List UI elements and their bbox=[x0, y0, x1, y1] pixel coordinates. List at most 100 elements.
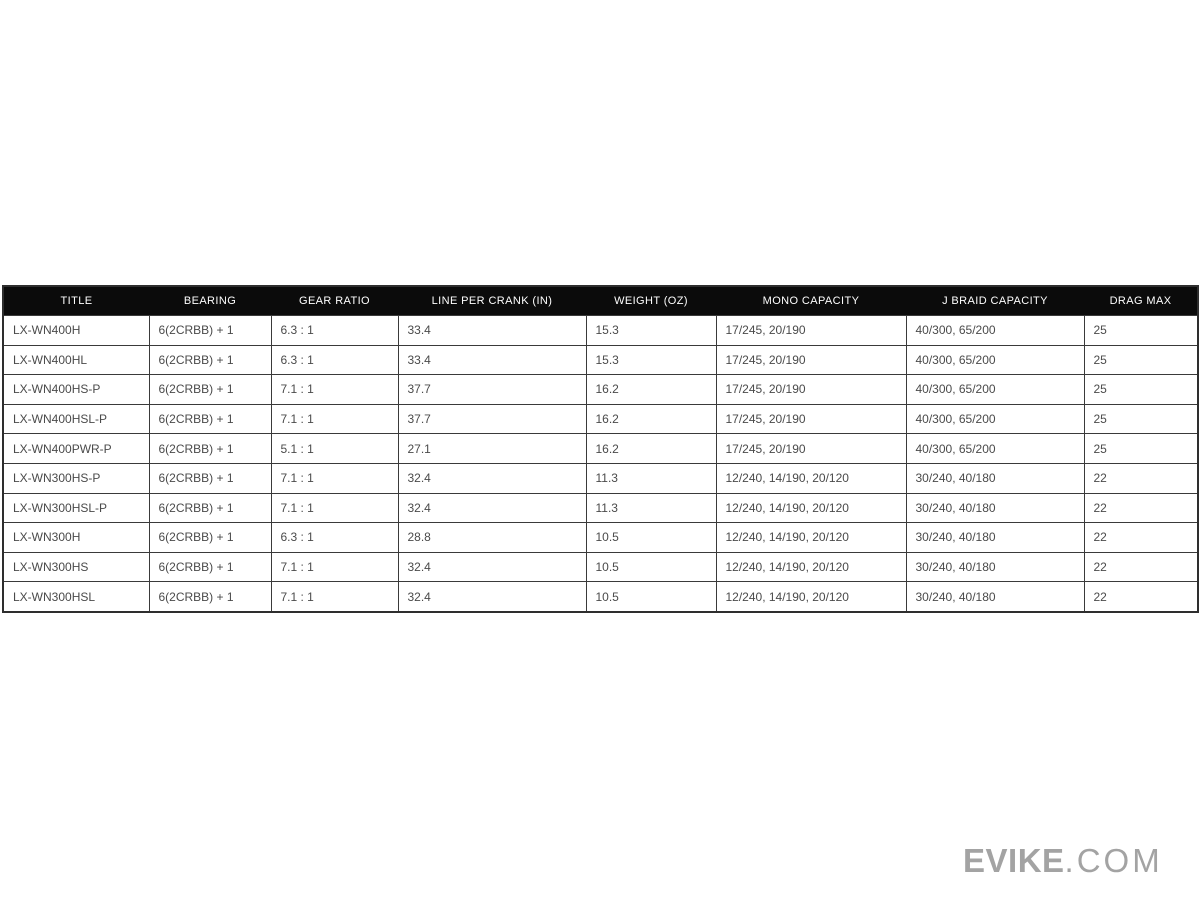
table-cell: LX-WN300HS-P bbox=[2, 462, 150, 494]
table-cell: 22 bbox=[1083, 522, 1199, 553]
table-cell: 28.8 bbox=[397, 522, 587, 553]
table-cell: 6(2CRBB) + 1 bbox=[148, 315, 272, 346]
table-cell: 12/240, 14/190, 20/120 bbox=[715, 551, 907, 583]
table-cell: 17/245, 20/190 bbox=[715, 403, 907, 435]
table-cell: 17/245, 20/190 bbox=[715, 315, 907, 346]
table-cell: 22 bbox=[1083, 581, 1199, 613]
table-header: TITLE BEARING GEAR RATIO LINE PER CRANK … bbox=[3, 286, 1198, 316]
table-cell: 32.4 bbox=[397, 581, 587, 613]
table-cell: 10.5 bbox=[585, 551, 717, 583]
table-cell: 15.3 bbox=[585, 315, 717, 346]
table-cell: 17/245, 20/190 bbox=[715, 374, 907, 405]
table-cell: 22 bbox=[1083, 462, 1199, 494]
table-cell: 7.1 : 1 bbox=[270, 462, 399, 494]
column-header-bearing: BEARING bbox=[149, 286, 271, 316]
table-row: LX-WN400HL 6(2CRBB) + 1 6.3 : 1 33.4 15.3 17/… bbox=[2, 344, 1199, 376]
table-cell: 5.1 : 1 bbox=[270, 433, 399, 464]
table-cell: 6.3 : 1 bbox=[270, 522, 399, 553]
table-cell: 32.4 bbox=[397, 462, 587, 494]
table-cell: 30/240, 40/180 bbox=[905, 462, 1085, 494]
table-cell: 27.1 bbox=[397, 433, 587, 464]
table-cell: 6(2CRBB) + 1 bbox=[148, 581, 272, 613]
table-cell: 32.4 bbox=[397, 492, 587, 524]
table-cell: 11.3 bbox=[585, 462, 717, 494]
table-cell: 33.4 bbox=[397, 315, 587, 346]
table-cell: 6(2CRBB) + 1 bbox=[148, 433, 272, 464]
column-header-gear-ratio: GEAR RATIO bbox=[271, 286, 398, 316]
table-cell: 12/240, 14/190, 20/120 bbox=[715, 522, 907, 553]
table-cell: 40/300, 65/200 bbox=[905, 374, 1085, 405]
table-cell: LX-WN300HSL bbox=[2, 581, 150, 613]
table-cell: 7.1 : 1 bbox=[270, 403, 399, 435]
column-header-drag-max: DRAG MAX bbox=[1084, 286, 1198, 316]
table-cell: 40/300, 65/200 bbox=[905, 403, 1085, 435]
table-cell: 7.1 : 1 bbox=[270, 551, 399, 583]
column-header-mono-capacity: MONO CAPACITY bbox=[716, 286, 906, 316]
table-cell: 7.1 : 1 bbox=[270, 581, 399, 613]
evike-logo-bold: EVIKE bbox=[963, 842, 1065, 879]
column-header-line-per-crank: LINE PER CRANK (IN) bbox=[398, 286, 586, 316]
table-row: LX-WN300H 6(2CRBB) + 1 6.3 : 1 28.8 10.5 12/2… bbox=[2, 522, 1199, 553]
table-cell: 6(2CRBB) + 1 bbox=[148, 462, 272, 494]
reel-spec-table: TITLE BEARING GEAR RATIO LINE PER CRANK … bbox=[2, 285, 1199, 613]
column-header-title: TITLE bbox=[3, 286, 149, 316]
table-cell: 40/300, 65/200 bbox=[905, 315, 1085, 346]
table-cell: 25 bbox=[1083, 433, 1199, 464]
column-header-weight: WEIGHT (OZ) bbox=[586, 286, 716, 316]
table-cell: 37.7 bbox=[397, 403, 587, 435]
table-row: LX-WN300HS-P 6(2CRBB) + 1 7.1 : 1 32.4 11.3 1… bbox=[2, 462, 1199, 494]
table-header-row: TITLE BEARING GEAR RATIO LINE PER CRANK … bbox=[3, 286, 1198, 316]
table-cell: 7.1 : 1 bbox=[270, 492, 399, 524]
table-cell: 16.2 bbox=[585, 374, 717, 405]
table-cell: LX-WN400PWR-P bbox=[2, 433, 150, 464]
evike-logo: EVIKE.COM bbox=[963, 843, 1163, 879]
table-row: LX-WN400HS-P 6(2CRBB) + 1 7.1 : 1 37.7 16.2 1… bbox=[2, 374, 1199, 405]
table-cell: 40/300, 65/200 bbox=[905, 344, 1085, 376]
table-cell: 37.7 bbox=[397, 374, 587, 405]
table-cell: 30/240, 40/180 bbox=[905, 492, 1085, 524]
table-cell: 25 bbox=[1083, 344, 1199, 376]
table-row: LX-WN300HSL-P 6(2CRBB) + 1 7.1 : 1 32.4 11.3… bbox=[2, 492, 1199, 524]
table-cell: 22 bbox=[1083, 551, 1199, 583]
table-row: LX-WN400H 6(2CRBB) + 1 6.3 : 1 33.4 15.3 17/2… bbox=[2, 315, 1199, 346]
table-cell: 12/240, 14/190, 20/120 bbox=[715, 492, 907, 524]
table-cell: 6(2CRBB) + 1 bbox=[148, 374, 272, 405]
table-cell: 25 bbox=[1083, 374, 1199, 405]
table-cell: 17/245, 20/190 bbox=[715, 433, 907, 464]
table-body: LX-WN400H 6(2CRBB) + 1 6.3 : 1 33.4 15.3 17/2… bbox=[2, 315, 1199, 613]
table-cell: LX-WN300HSL-P bbox=[2, 492, 150, 524]
table-cell: LX-WN400HL bbox=[2, 344, 150, 376]
table-cell: 6(2CRBB) + 1 bbox=[148, 403, 272, 435]
table-cell: 6.3 : 1 bbox=[270, 315, 399, 346]
table-cell: 6(2CRBB) + 1 bbox=[148, 551, 272, 583]
table-row: LX-WN300HS 6(2CRBB) + 1 7.1 : 1 32.4 10.5 12/… bbox=[2, 551, 1199, 583]
table-cell: 30/240, 40/180 bbox=[905, 522, 1085, 553]
table-cell: 32.4 bbox=[397, 551, 587, 583]
table-cell: 15.3 bbox=[585, 344, 717, 376]
table-cell: 25 bbox=[1083, 403, 1199, 435]
evike-logo-light: .COM bbox=[1064, 842, 1163, 879]
table-cell: 22 bbox=[1083, 492, 1199, 524]
table-cell: 16.2 bbox=[585, 433, 717, 464]
table-cell: 30/240, 40/180 bbox=[905, 581, 1085, 613]
column-header-j-braid-capacity: J BRAID CAPACITY bbox=[906, 286, 1084, 316]
table-cell: LX-WN300HS bbox=[2, 551, 150, 583]
table-cell: 40/300, 65/200 bbox=[905, 433, 1085, 464]
table-row: LX-WN400PWR-P 6(2CRBB) + 1 5.1 : 1 27.1 16.2… bbox=[2, 433, 1199, 464]
table-cell: 10.5 bbox=[585, 581, 717, 613]
table-cell: LX-WN400H bbox=[2, 315, 150, 346]
table-cell: 6(2CRBB) + 1 bbox=[148, 522, 272, 553]
table-cell: 10.5 bbox=[585, 522, 717, 553]
table-cell: LX-WN400HS-P bbox=[2, 374, 150, 405]
table-cell: 25 bbox=[1083, 315, 1199, 346]
table-cell: 12/240, 14/190, 20/120 bbox=[715, 462, 907, 494]
table-cell: 17/245, 20/190 bbox=[715, 344, 907, 376]
table-cell: 6.3 : 1 bbox=[270, 344, 399, 376]
table-cell: 12/240, 14/190, 20/120 bbox=[715, 581, 907, 613]
table-cell: 11.3 bbox=[585, 492, 717, 524]
table-cell: 16.2 bbox=[585, 403, 717, 435]
table-cell: LX-WN300H bbox=[2, 522, 150, 553]
table-row: LX-WN300HSL 6(2CRBB) + 1 7.1 : 1 32.4 10.5 12… bbox=[2, 581, 1199, 613]
table-cell: 7.1 : 1 bbox=[270, 374, 399, 405]
